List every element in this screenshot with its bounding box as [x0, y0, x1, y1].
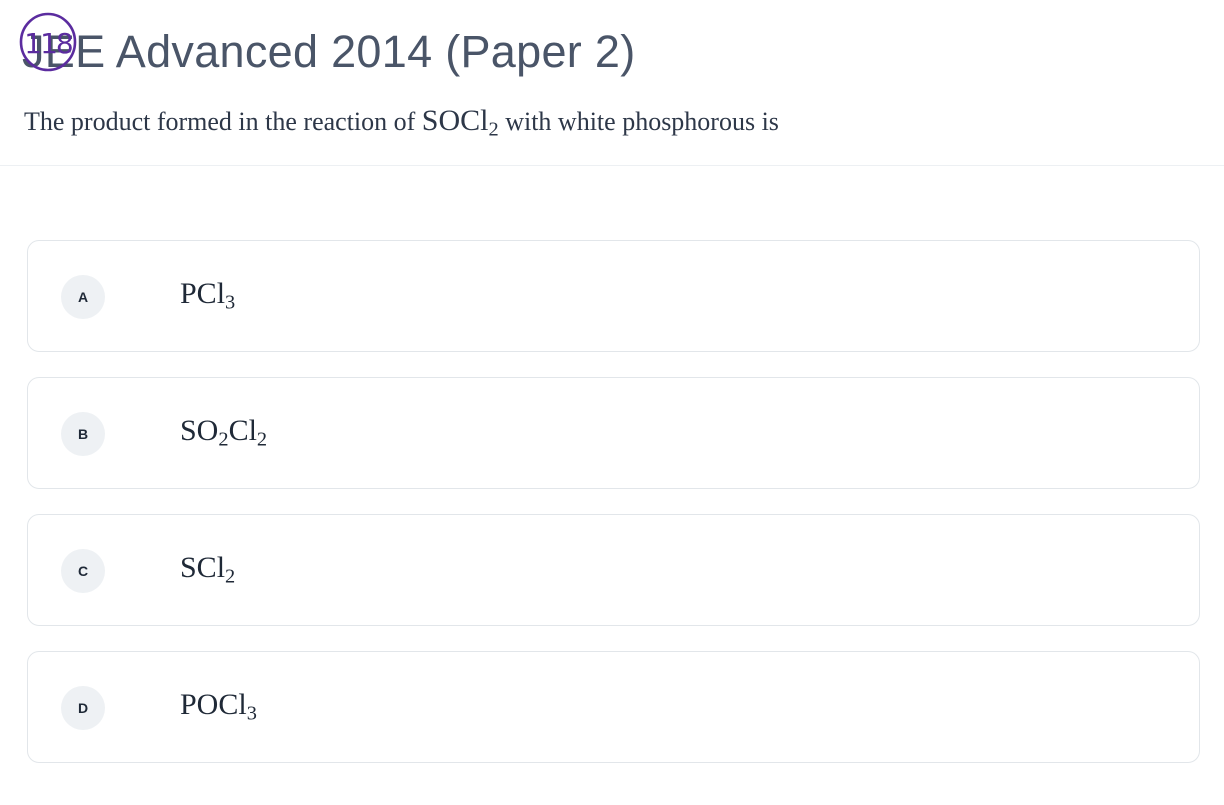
formula-subscript: 3: [246, 702, 257, 725]
option-letter-badge: B: [61, 412, 105, 456]
question-formula: SOCl2: [421, 104, 499, 140]
formula-part: Cl: [228, 414, 257, 447]
question-header: JEE Advanced 2014 (Paper 2) 118 The prod…: [0, 0, 1224, 166]
page-title: JEE Advanced 2014 (Paper 2): [22, 26, 636, 77]
question-formula-subscript: 2: [488, 118, 499, 141]
question-text: The product formed in the reaction of SO…: [24, 104, 779, 140]
formula-subscript: 2: [225, 565, 236, 588]
answer-options: A PCl3 B SO2Cl2 C SCl2 D POCl3: [27, 240, 1200, 788]
formula-subscript: 3: [225, 291, 236, 314]
annotation-number: 118: [24, 27, 72, 60]
option-d[interactable]: D POCl3: [27, 651, 1200, 763]
formula-subscript: 2: [256, 428, 268, 451]
question-suffix: with white phosphorous is: [498, 107, 779, 136]
option-formula: SO2Cl2: [180, 414, 268, 451]
option-c[interactable]: C SCl2: [27, 514, 1200, 626]
formula-part: SO: [180, 414, 219, 447]
formula-subscript: 2: [218, 428, 229, 451]
option-formula: POCl3: [180, 688, 257, 725]
formula-part: POCl: [180, 688, 247, 721]
option-formula: SCl2: [180, 551, 236, 588]
option-a[interactable]: A PCl3: [27, 240, 1200, 352]
option-letter-badge: A: [61, 275, 105, 319]
formula-part: SCl: [180, 551, 226, 584]
handwritten-annotation: 118: [19, 12, 77, 72]
option-letter-badge: C: [61, 549, 105, 593]
formula-part: PCl: [180, 277, 226, 310]
option-letter-badge: D: [61, 686, 105, 730]
option-formula: PCl3: [180, 277, 236, 314]
question-formula-main: SOCl: [421, 104, 489, 137]
question-prefix: The product formed in the reaction of: [24, 107, 422, 136]
option-b[interactable]: B SO2Cl2: [27, 377, 1200, 489]
